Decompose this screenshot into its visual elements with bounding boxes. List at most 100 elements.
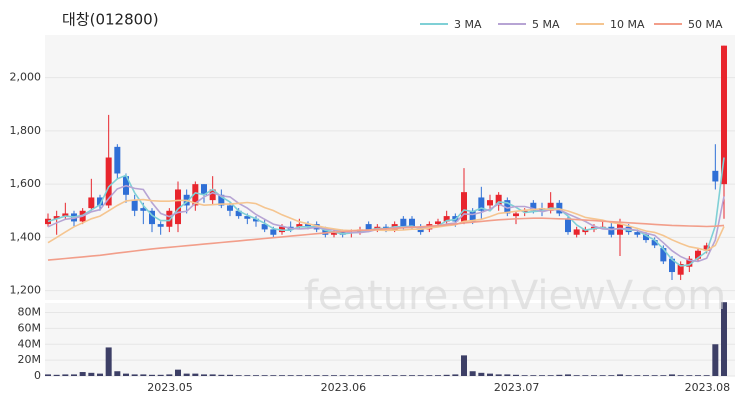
volume-bar — [296, 375, 303, 376]
candle-body — [469, 210, 476, 222]
volume-bar — [261, 375, 268, 376]
volume-bar — [573, 375, 580, 376]
volume-bar — [175, 369, 181, 376]
candle-body — [218, 194, 225, 206]
volume-bar — [183, 373, 190, 376]
candle-body — [695, 250, 701, 259]
volume-bar — [556, 374, 563, 376]
volume-bar — [452, 374, 459, 376]
candle-body — [166, 210, 173, 227]
y-tick-label: 1,400 — [10, 230, 42, 243]
volume-bar — [625, 375, 632, 376]
volume-bar — [409, 375, 415, 376]
volume-bar — [313, 375, 320, 376]
candle-body — [669, 258, 675, 273]
volume-bar — [45, 374, 51, 376]
candle-body — [608, 226, 615, 235]
candle-body — [617, 224, 623, 235]
y-tick-label: 1,800 — [10, 124, 42, 137]
volume-bar — [131, 374, 138, 376]
volume-bar — [140, 374, 147, 376]
candle-body — [131, 200, 138, 211]
volume-bar — [643, 375, 649, 376]
volume-bar — [435, 375, 441, 376]
candle-body — [660, 248, 667, 262]
candle-body — [192, 184, 199, 206]
volume-bar — [504, 374, 511, 376]
volume-bar — [547, 375, 554, 376]
candle-body — [114, 146, 121, 174]
legend-label: 10 MA — [610, 18, 645, 31]
grid — [45, 77, 735, 377]
candle-body — [651, 240, 658, 246]
volume-bar — [192, 373, 199, 376]
candle-body — [227, 205, 233, 211]
candle-body — [365, 224, 372, 230]
legend-label: 50 MA — [688, 18, 723, 31]
candle-body — [539, 208, 545, 211]
volume-bar — [62, 374, 69, 376]
volume-bar — [149, 374, 155, 376]
volume-bar — [383, 375, 389, 376]
volume-bar — [339, 375, 346, 376]
volume-bar — [591, 375, 597, 376]
candle-body — [270, 229, 277, 235]
candle-body — [495, 194, 502, 206]
candle-body — [235, 210, 242, 217]
y-tick-label: 40M — [18, 337, 42, 350]
candle-body — [149, 210, 155, 225]
y-tick-label: 2,000 — [10, 71, 42, 84]
volume-bar — [669, 374, 675, 376]
x-tick-label: 2023.07 — [494, 381, 540, 394]
volume-bar — [400, 375, 407, 376]
volume-bar — [279, 375, 285, 376]
candle-body — [253, 218, 259, 222]
volume-bar — [331, 375, 337, 376]
legend-label: 3 MA — [454, 18, 482, 31]
volume-bar — [478, 372, 485, 376]
y-tick-label: 1,600 — [10, 177, 42, 190]
volume-bar — [703, 375, 710, 376]
candle-body — [45, 218, 51, 225]
candle-body — [487, 200, 493, 206]
x-tick-label: 2023.06 — [321, 381, 367, 394]
price-panel — [45, 35, 735, 300]
candle-body — [62, 213, 69, 217]
candle-body — [547, 202, 554, 211]
candle-body — [677, 264, 684, 275]
candle-body — [521, 210, 528, 212]
candle-body — [409, 218, 415, 227]
candle-body — [513, 213, 519, 217]
chart-title: 대창(012800) — [62, 11, 159, 29]
volume-bar — [365, 375, 372, 376]
volume-bar — [374, 375, 381, 376]
candle-body — [721, 45, 727, 185]
y-tick-label: 20M — [18, 353, 42, 366]
watermark: feature.enViewV.com — [304, 273, 726, 319]
volume-bar — [53, 374, 60, 376]
candle-body — [686, 258, 693, 267]
volume-bar — [79, 372, 86, 376]
candle-body — [703, 245, 710, 251]
candle-body — [331, 232, 337, 235]
volume-bar — [157, 374, 164, 376]
volume-bar — [348, 375, 355, 376]
volume-bar — [218, 374, 225, 376]
volume-bar — [443, 374, 450, 376]
candle-body — [53, 216, 60, 219]
candle-body — [530, 202, 537, 211]
x-tick-label: 2023.08 — [685, 381, 731, 394]
volume-bar — [513, 374, 519, 376]
candle-body — [175, 189, 181, 225]
candle-body — [105, 157, 112, 206]
y-tick-label: 60M — [18, 321, 42, 334]
candle-body — [443, 216, 450, 222]
volume-bar — [695, 375, 701, 376]
volume-bar — [721, 302, 727, 376]
candle-body — [322, 229, 329, 235]
volume-bar — [305, 375, 311, 376]
volume-bar — [608, 375, 615, 376]
volume-bar — [123, 373, 129, 376]
volume-bar — [651, 375, 658, 376]
